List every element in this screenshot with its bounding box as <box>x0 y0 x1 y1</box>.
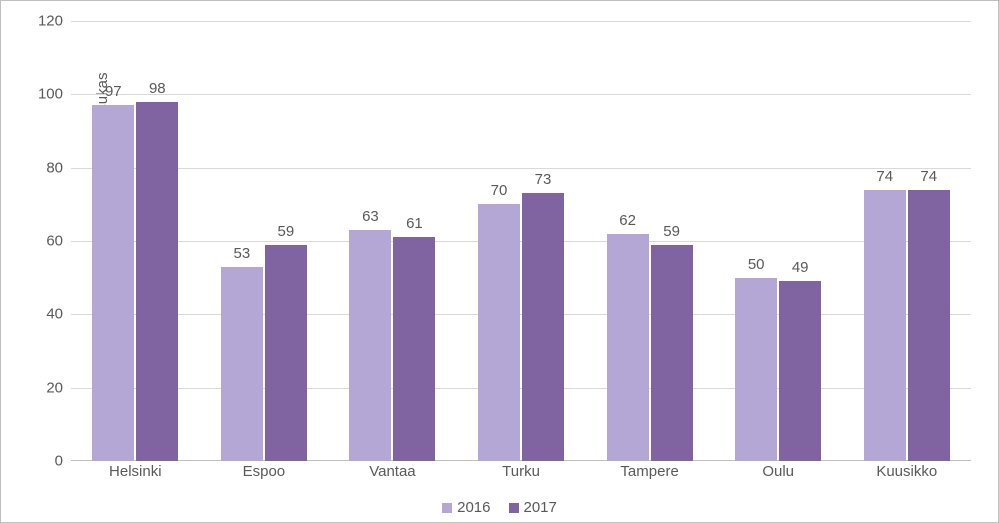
legend-swatch <box>509 503 519 513</box>
y-tick-label: 40 <box>46 306 63 323</box>
bar-value-label: 74 <box>876 168 893 185</box>
y-tick-label: 20 <box>46 379 63 396</box>
bar-value-label: 61 <box>406 215 423 232</box>
plot-area: 9798535963617073625950497474 <box>71 21 971 461</box>
bar: 62 <box>607 234 649 461</box>
legend-label: 2016 <box>457 499 490 516</box>
bar: 53 <box>221 267 263 461</box>
y-tick-label: 100 <box>38 86 63 103</box>
bar-group: 7474 <box>842 21 971 461</box>
bar-value-label: 53 <box>234 245 251 262</box>
bar: 49 <box>779 281 821 461</box>
y-tick-label: 60 <box>46 233 63 250</box>
x-axis-labels: HelsinkiEspooVantaaTurkuTampereOuluKuusi… <box>71 463 971 487</box>
bar-group: 7073 <box>457 21 586 461</box>
bar: 50 <box>735 278 777 461</box>
x-tick-label: Espoo <box>200 463 329 487</box>
bar: 98 <box>136 102 178 461</box>
bar-value-label: 73 <box>535 171 552 188</box>
bar-group: 9798 <box>71 21 200 461</box>
y-tick-label: 80 <box>46 159 63 176</box>
x-tick-label: Kuusikko <box>842 463 971 487</box>
bar-value-label: 97 <box>105 83 122 100</box>
bar-value-label: 50 <box>748 256 765 273</box>
bar: 74 <box>908 190 950 461</box>
x-tick-label: Helsinki <box>71 463 200 487</box>
bar-value-label: 62 <box>619 212 636 229</box>
legend-item: 2017 <box>509 499 557 516</box>
bar-group: 5359 <box>200 21 329 461</box>
bar-value-label: 63 <box>362 208 379 225</box>
bar-value-label: 59 <box>663 223 680 240</box>
bar: 61 <box>393 237 435 461</box>
legend-label: 2017 <box>524 499 557 516</box>
bar-value-label: 59 <box>278 223 295 240</box>
x-tick-label: Vantaa <box>328 463 457 487</box>
x-tick-label: Oulu <box>714 463 843 487</box>
bar: 73 <box>522 193 564 461</box>
bar-value-label: 98 <box>149 80 166 97</box>
bar-value-label: 74 <box>920 168 937 185</box>
bar: 63 <box>349 230 391 461</box>
bar-group: 6259 <box>585 21 714 461</box>
bars-wrap: 9798535963617073625950497474 <box>71 21 971 461</box>
legend: 2016 2017 <box>1 499 998 516</box>
bar-value-label: 70 <box>491 182 508 199</box>
bar-value-label: 49 <box>792 259 809 276</box>
bar: 59 <box>651 245 693 461</box>
bar: 74 <box>864 190 906 461</box>
bar-group: 6361 <box>328 21 457 461</box>
chart-container: Euroa /18 vuotta täyttänyt asukas 020406… <box>0 0 999 523</box>
legend-item: 2016 <box>442 499 490 516</box>
legend-swatch <box>442 503 452 513</box>
y-tick-label: 120 <box>38 13 63 30</box>
bar-group: 5049 <box>714 21 843 461</box>
bar: 59 <box>265 245 307 461</box>
bar: 70 <box>478 204 520 461</box>
x-tick-label: Turku <box>457 463 586 487</box>
y-tick-label: 0 <box>55 453 63 470</box>
y-axis: Euroa /18 vuotta täyttänyt asukas 020406… <box>1 1 71 461</box>
bar: 97 <box>92 105 134 461</box>
x-tick-label: Tampere <box>585 463 714 487</box>
